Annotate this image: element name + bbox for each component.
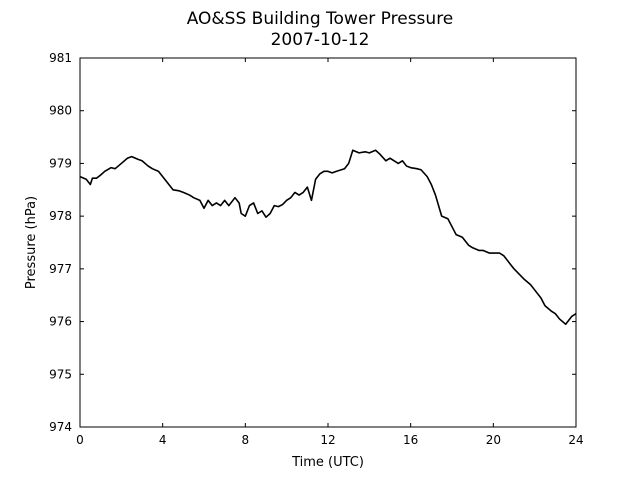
y-tick-label: 977 [49,262,72,276]
plot-area [79,149,577,326]
x-axis-label: Time (UTC) [291,455,364,470]
x-tick-label: 20 [486,433,501,447]
y-tick-label: 975 [49,367,72,381]
chart-subtitle: 2007-10-12 [271,30,370,50]
x-tick-label: 16 [403,433,418,447]
y-tick-label: 979 [49,156,72,170]
x-tick-label: 12 [320,433,335,447]
y-axis: 974 975 976 977 978 979 980 981 [49,51,576,434]
x-tick-label: 0 [76,433,84,447]
x-tick-label: 24 [568,433,583,447]
pressure-series-line [79,149,577,326]
y-tick-label: 981 [49,51,72,65]
y-axis-label: Pressure (hPa) [24,196,39,289]
y-tick-label: 978 [49,209,72,223]
x-axis: 0 4 8 12 16 20 24 [76,58,584,447]
y-tick-label: 976 [49,315,72,329]
plot-frame [79,57,577,428]
x-tick-label: 4 [159,433,167,447]
chart-title: AO&SS Building Tower Pressure [187,9,454,29]
y-tick-label: 980 [49,104,72,118]
x-tick-label: 8 [242,433,250,447]
y-tick-label: 974 [49,420,72,434]
